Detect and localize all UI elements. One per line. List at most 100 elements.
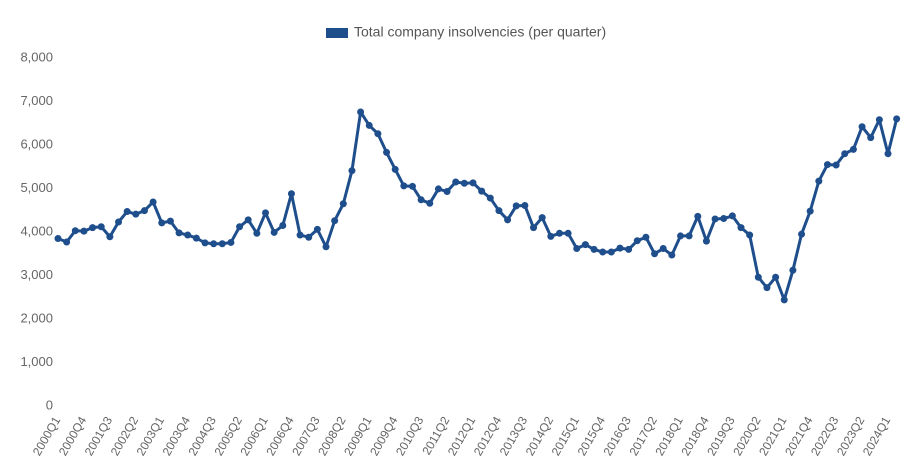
y-tick-label: 6,000: [20, 136, 53, 151]
point: [348, 167, 356, 175]
point: [772, 273, 780, 281]
point: [452, 178, 460, 186]
point: [210, 240, 218, 248]
point: [339, 200, 347, 208]
point: [357, 108, 365, 116]
point: [668, 251, 676, 259]
point: [806, 207, 814, 215]
point: [443, 188, 451, 196]
point: [677, 232, 684, 240]
point: [54, 235, 62, 243]
point: [192, 234, 200, 242]
point: [616, 244, 624, 252]
point: [573, 245, 581, 253]
point: [512, 202, 520, 210]
point: [633, 237, 641, 245]
point: [625, 245, 633, 253]
point: [374, 130, 382, 138]
point: [858, 123, 866, 131]
y-tick-label: 1,000: [20, 354, 53, 369]
point: [434, 185, 442, 193]
point: [884, 150, 892, 158]
point: [832, 161, 840, 169]
point: [685, 232, 693, 240]
point: [253, 229, 261, 237]
point: [789, 266, 797, 274]
point: [287, 190, 295, 198]
point: [581, 241, 589, 249]
point: [391, 165, 399, 173]
y-tick-label: 3,000: [20, 267, 53, 282]
point: [140, 207, 148, 215]
point: [486, 194, 494, 202]
point: [89, 224, 97, 232]
point: [495, 207, 503, 215]
point: [184, 231, 192, 239]
y-tick-label: 7,000: [20, 93, 53, 108]
point: [236, 223, 244, 231]
point: [763, 284, 771, 292]
point: [538, 214, 546, 222]
point: [270, 228, 278, 236]
point: [651, 250, 659, 258]
point: [702, 237, 710, 245]
point: [521, 201, 529, 209]
point: [244, 216, 252, 224]
point: [711, 215, 719, 223]
point: [893, 115, 901, 123]
y-tick-label: 4,000: [20, 223, 53, 238]
point: [417, 196, 425, 204]
point: [279, 221, 287, 229]
y-tick-label: 8,000: [20, 49, 53, 64]
point: [875, 116, 883, 124]
point: [780, 296, 788, 304]
point: [80, 227, 88, 235]
point: [313, 225, 321, 233]
point: [365, 121, 373, 129]
point: [694, 212, 702, 220]
point: [97, 223, 105, 231]
point: [305, 233, 313, 241]
point: [123, 208, 131, 216]
point: [590, 245, 598, 253]
point: [599, 248, 607, 256]
point: [823, 161, 831, 169]
point: [841, 150, 849, 158]
point: [158, 219, 166, 227]
line: [57, 110, 899, 302]
point: [408, 182, 416, 190]
point: [331, 217, 339, 225]
point: [607, 248, 615, 256]
point: [71, 227, 79, 235]
point: [106, 233, 114, 241]
point: [132, 210, 140, 218]
legend-label: Total company insolvencies (per quarter): [354, 24, 606, 40]
point: [728, 212, 736, 220]
point: [867, 134, 875, 142]
point: [815, 177, 823, 185]
point: [737, 224, 745, 232]
y-tick-label: 2,000: [20, 310, 53, 325]
point: [754, 273, 762, 281]
point: [262, 209, 269, 217]
point: [746, 231, 754, 239]
legend-swatch: [326, 28, 348, 38]
point: [63, 238, 71, 246]
point: [504, 216, 512, 224]
point: [149, 198, 157, 206]
point: [849, 145, 857, 153]
point: [720, 215, 728, 223]
point: [383, 148, 391, 156]
point: [218, 240, 226, 248]
point: [227, 238, 235, 246]
point: [469, 179, 477, 187]
point: [426, 199, 434, 207]
y-tick-label: 0: [46, 397, 53, 412]
point: [547, 232, 555, 240]
point: [166, 217, 174, 225]
point: [175, 229, 183, 237]
point: [201, 239, 209, 247]
point: [322, 243, 330, 251]
point: [296, 231, 304, 239]
